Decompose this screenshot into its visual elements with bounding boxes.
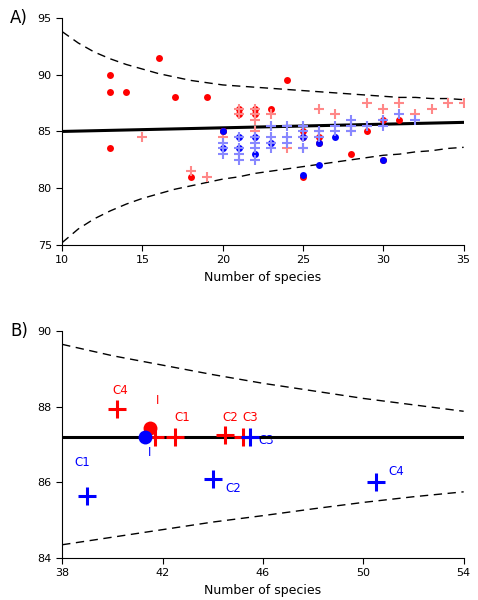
Text: C1: C1 (75, 456, 90, 469)
Text: C1: C1 (175, 411, 190, 424)
Text: C2: C2 (225, 482, 241, 494)
X-axis label: Number of species: Number of species (204, 271, 322, 284)
Text: C3: C3 (258, 434, 273, 447)
Text: C3: C3 (242, 411, 258, 424)
Text: B): B) (10, 322, 28, 340)
Text: C4: C4 (389, 465, 404, 478)
Text: A): A) (10, 9, 28, 27)
Text: I: I (148, 446, 152, 458)
Text: C4: C4 (112, 384, 128, 397)
Text: C2: C2 (222, 411, 238, 424)
X-axis label: Number of species: Number of species (204, 584, 322, 597)
Text: I: I (156, 394, 159, 407)
